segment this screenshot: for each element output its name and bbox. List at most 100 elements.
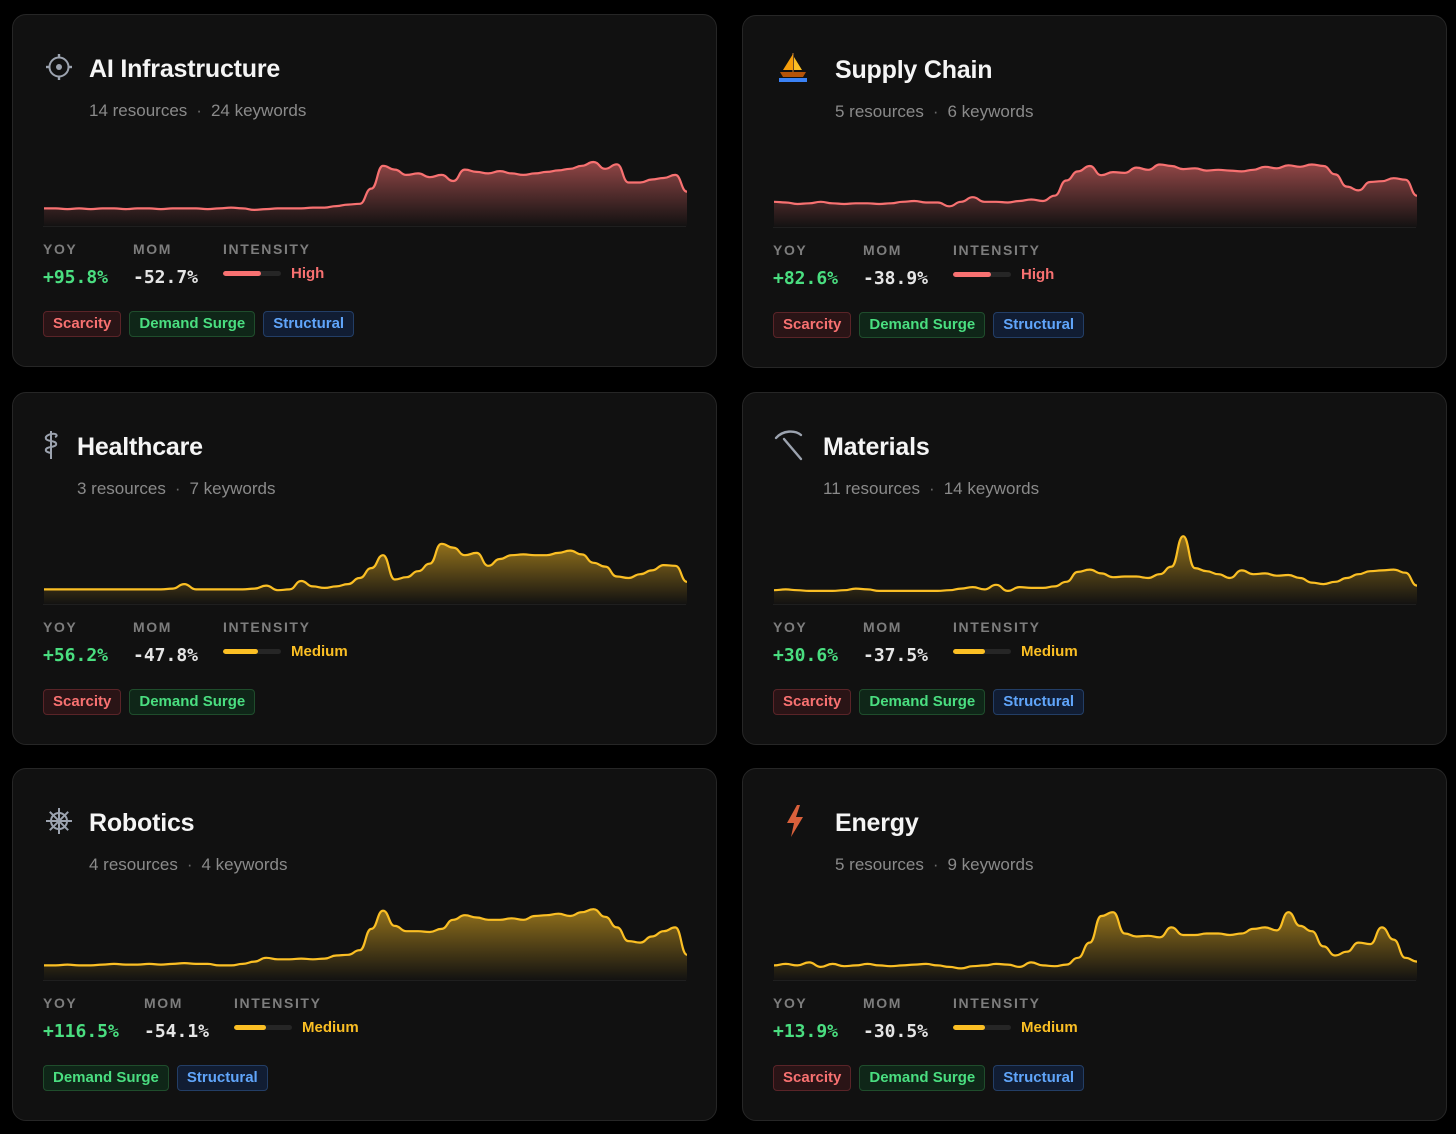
tag-structural[interactable]: Structural: [993, 689, 1085, 715]
resources-count: 5 resources: [835, 102, 924, 121]
mom-value: -37.5%: [863, 645, 929, 666]
tag-structural[interactable]: Structural: [176, 1065, 268, 1091]
intensity-bar-fill: [953, 649, 985, 654]
tag-scarcity[interactable]: Scarcity: [773, 689, 852, 715]
trend-area: [44, 162, 687, 227]
mom-label: MOM: [863, 242, 903, 258]
trend-line: [44, 542, 688, 592]
divider: [43, 980, 686, 981]
tag-demand-surge[interactable]: Demand Surge: [859, 689, 986, 715]
mom-value: -52.7%: [133, 267, 199, 288]
yoy-value: +56.2%: [43, 645, 109, 666]
intensity-label: INTENSITY: [223, 619, 311, 635]
tag-list: Scarcity Demand Surge Structural: [773, 1065, 1085, 1091]
card-meta: 5 resources · 9 keywords: [835, 855, 1034, 874]
keywords-count: 9 keywords: [947, 855, 1034, 874]
trend-area: [774, 164, 1417, 228]
caduceus-icon: [37, 429, 65, 461]
resources-count: 14 resources: [89, 101, 188, 120]
card-meta: 11 resources · 14 keywords: [823, 479, 1040, 498]
tag-scarcity[interactable]: Scarcity: [773, 1065, 852, 1091]
trend-area: [774, 912, 1417, 981]
intensity-bar-fill: [223, 649, 258, 654]
trend-line: [43, 160, 688, 211]
intensity-bar: [223, 271, 281, 276]
mom-value: -54.1%: [144, 1021, 210, 1042]
intensity-value: Medium: [1021, 643, 1078, 660]
intensity-label: INTENSITY: [953, 995, 1041, 1011]
card-meta: 5 resources · 6 keywords: [835, 102, 1034, 121]
mom-label: MOM: [863, 619, 903, 635]
yoy-value: +30.6%: [773, 645, 839, 666]
tag-scarcity[interactable]: Scarcity: [43, 311, 122, 337]
keywords-count: 6 keywords: [947, 102, 1034, 121]
trend-chart: [43, 513, 688, 605]
mom-label: MOM: [863, 995, 903, 1011]
tag-demand-surge[interactable]: Demand Surge: [129, 689, 256, 715]
trend-area: [44, 909, 687, 981]
tag-demand-surge[interactable]: Demand Surge: [859, 1065, 986, 1091]
gear-icon: [43, 51, 75, 83]
tag-demand-surge[interactable]: Demand Surge: [129, 311, 256, 337]
trend-card-ai-infrastructure[interactable]: AI Infrastructure 14 resources · 24 keywor…: [12, 14, 717, 367]
intensity-value: Medium: [302, 1019, 359, 1036]
card-title: Robotics: [89, 809, 195, 837]
yoy-label: YOY: [773, 619, 808, 635]
intensity-bar: [223, 649, 281, 654]
trend-card-healthcare[interactable]: Healthcare 3 resources · 7 keywords YOY +5…: [12, 392, 717, 745]
tag-scarcity[interactable]: Scarcity: [43, 689, 122, 715]
card-meta: 14 resources · 24 keywords: [89, 101, 307, 120]
trend-card-energy[interactable]: Energy 5 resources · 9 keywords YOY +13.9%…: [742, 768, 1447, 1121]
intensity-bar-fill: [223, 271, 261, 276]
card-title: Energy: [835, 809, 919, 837]
trend-line: [773, 911, 1418, 970]
trend-chart: [773, 889, 1418, 981]
yoy-label: YOY: [773, 242, 808, 258]
intensity-bar-fill: [234, 1025, 266, 1030]
card-title: Materials: [823, 433, 930, 461]
mom-label: MOM: [133, 619, 173, 635]
yoy-label: YOY: [43, 619, 78, 635]
trend-card-robotics[interactable]: Robotics 4 resources · 4 keywords YOY +116…: [12, 768, 717, 1121]
mom-value: -38.9%: [863, 268, 929, 289]
tag-demand-surge[interactable]: Demand Surge: [43, 1065, 169, 1091]
helm-wheel-icon: [43, 805, 75, 837]
intensity-bar: [234, 1025, 292, 1030]
intensity-label: INTENSITY: [953, 242, 1041, 258]
yoy-label: YOY: [43, 241, 78, 257]
intensity-value: High: [291, 265, 325, 282]
divider: [43, 226, 686, 227]
intensity-bar: [953, 649, 1011, 654]
trend-line: [773, 163, 1418, 208]
tag-demand-surge[interactable]: Demand Surge: [859, 312, 986, 338]
trend-chart: [43, 135, 688, 227]
intensity-label: INTENSITY: [234, 995, 322, 1011]
tag-list: Scarcity Demand Surge: [43, 689, 256, 715]
sailboat-icon: [777, 52, 809, 84]
tag-structural[interactable]: Structural: [263, 311, 355, 337]
trend-card-materials[interactable]: Materials 11 resources · 14 keywords YOY +…: [742, 392, 1447, 745]
tag-list: Scarcity Demand Surge Structural: [773, 689, 1085, 715]
trend-card-supply-chain[interactable]: Supply Chain 5 resources · 6 keywords YOY …: [742, 15, 1447, 368]
intensity-value: High: [1021, 266, 1055, 283]
intensity-value: Medium: [291, 643, 348, 660]
tag-scarcity[interactable]: Scarcity: [773, 312, 852, 338]
mom-label: MOM: [144, 995, 184, 1011]
card-meta: 4 resources · 4 keywords: [89, 855, 288, 874]
tag-structural[interactable]: Structural: [993, 312, 1085, 338]
card-title: AI Infrastructure: [89, 55, 281, 83]
lightning-icon: [779, 805, 811, 837]
intensity-label: INTENSITY: [953, 619, 1041, 635]
tag-list: Scarcity Demand Surge Structural: [773, 312, 1085, 338]
card-title: Healthcare: [77, 433, 203, 461]
resources-count: 11 resources: [823, 479, 921, 498]
intensity-bar-fill: [953, 272, 991, 277]
tag-structural[interactable]: Structural: [993, 1065, 1085, 1091]
yoy-label: YOY: [43, 995, 78, 1011]
trend-area: [774, 536, 1417, 605]
yoy-value: +82.6%: [773, 268, 839, 289]
mom-label: MOM: [133, 241, 173, 257]
keywords-count: 24 keywords: [210, 101, 307, 120]
mom-value: -47.8%: [133, 645, 199, 666]
divider: [773, 227, 1416, 228]
